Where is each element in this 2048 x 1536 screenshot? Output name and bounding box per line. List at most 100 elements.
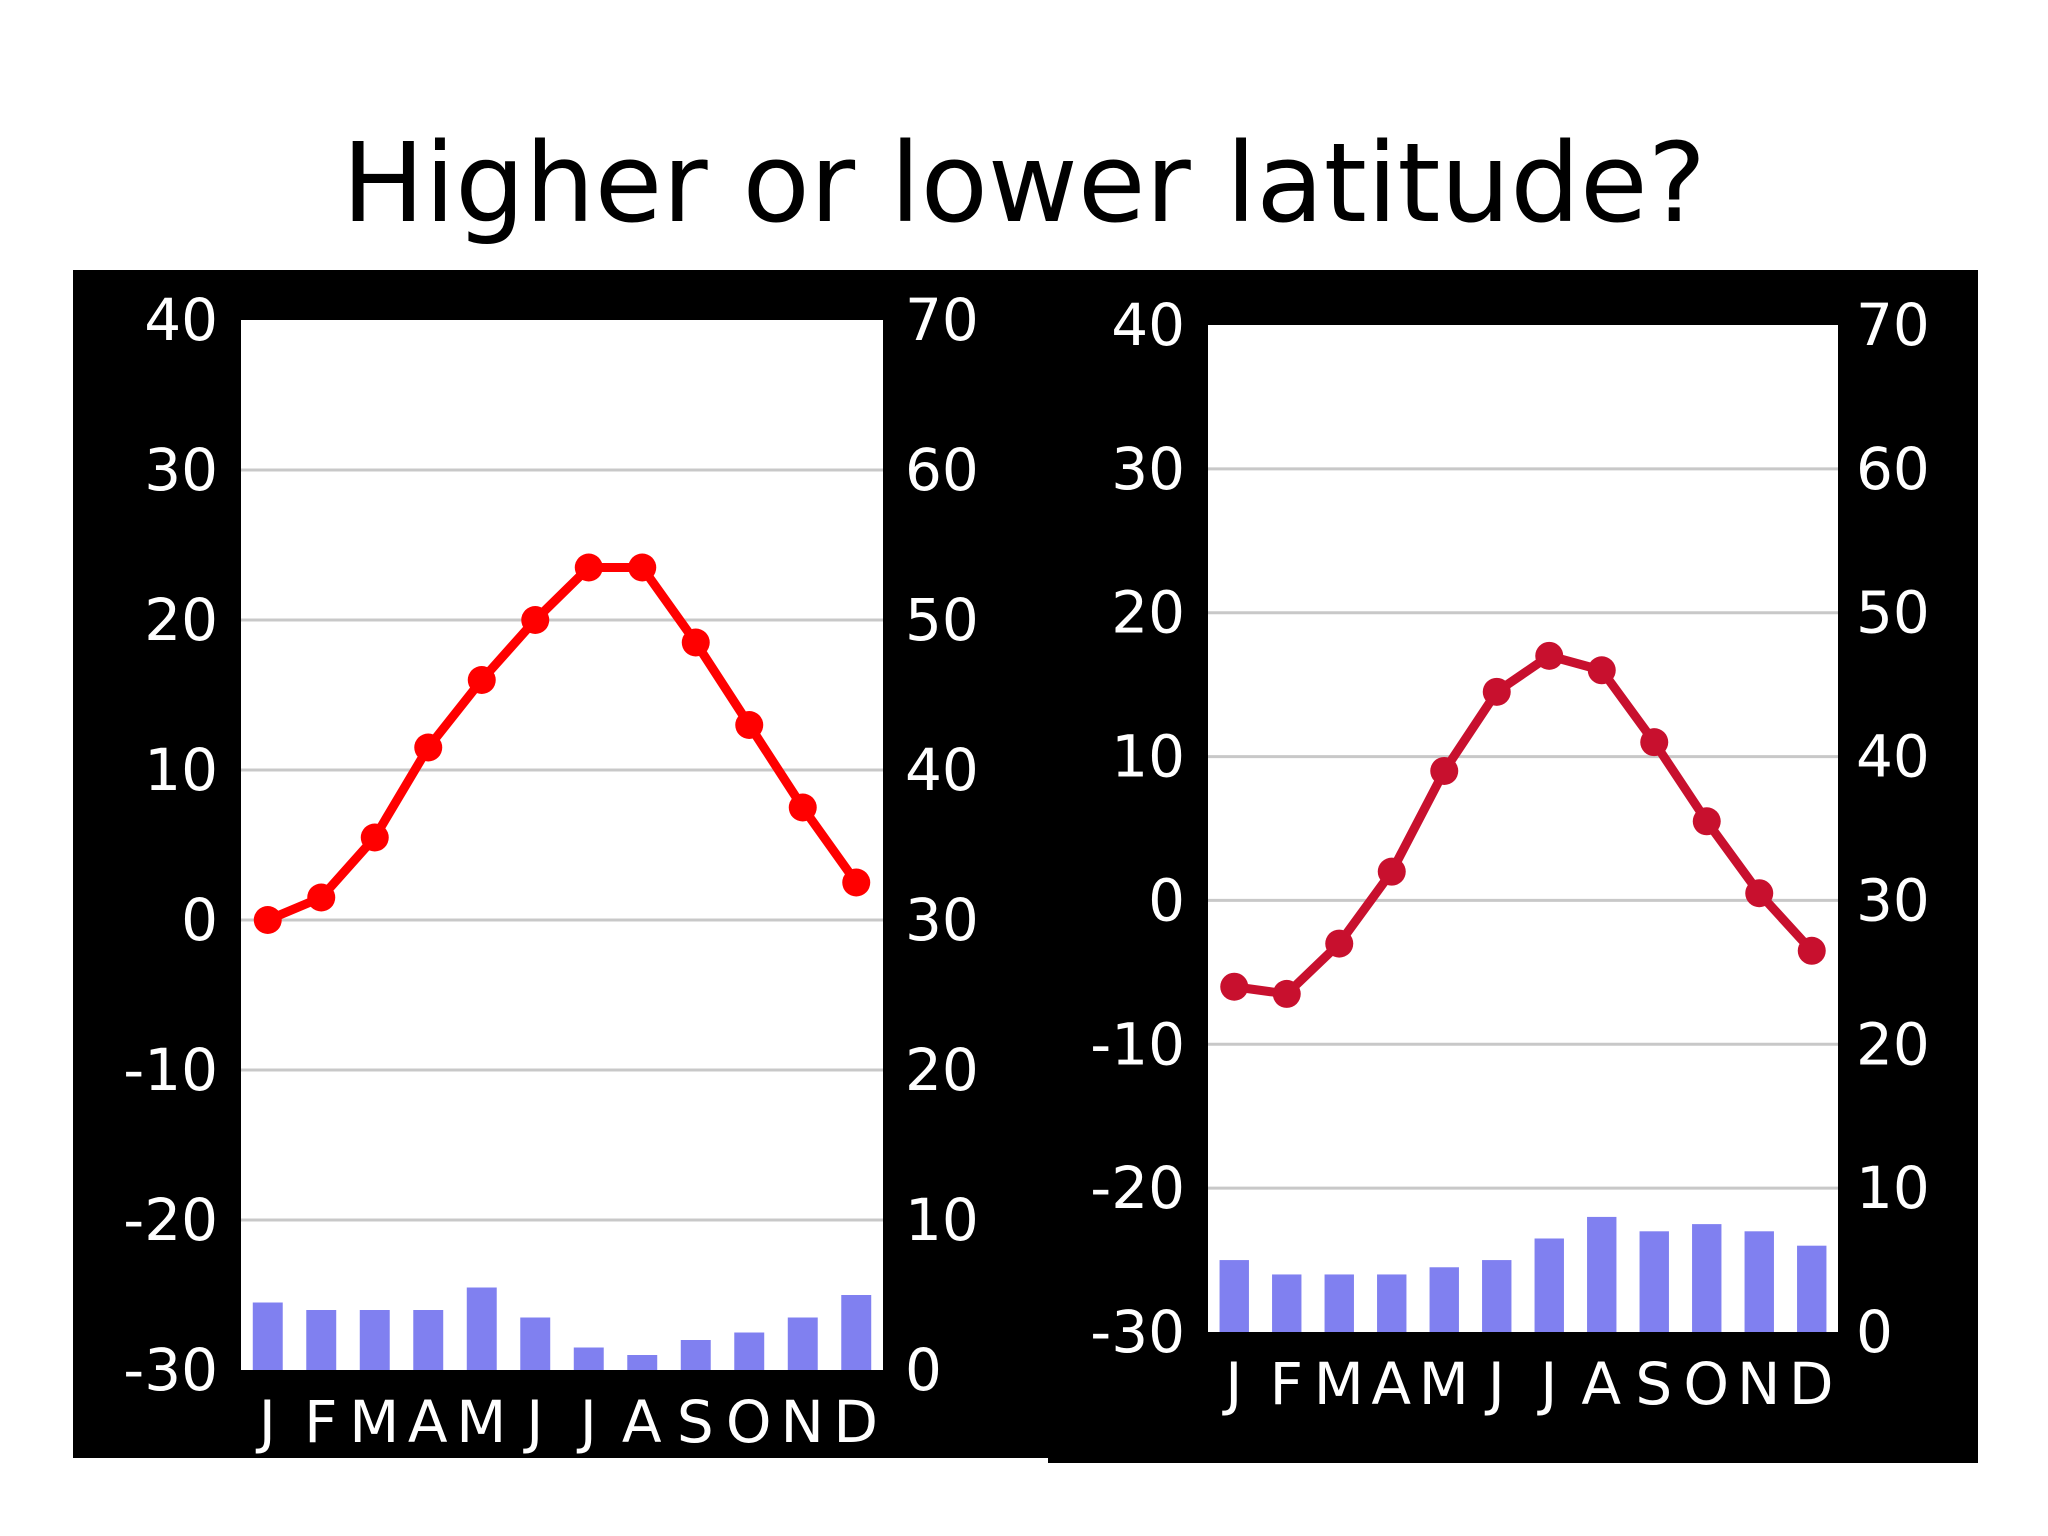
- left-right-tick-label: 30: [905, 886, 979, 954]
- left-temperature-point: [735, 711, 764, 739]
- left-temperature-point: [521, 606, 550, 634]
- left-month-label: J: [577, 1388, 598, 1456]
- right-right-tick-label: 30: [1856, 866, 1930, 934]
- left-month-label: F: [304, 1388, 338, 1456]
- right-month-label: N: [1737, 1350, 1781, 1418]
- left-temperature-point: [788, 793, 817, 822]
- right-left-tick-label: -30: [1090, 1298, 1185, 1366]
- left-temperature-point: [253, 906, 282, 934]
- right-precip-bar: [1429, 1267, 1459, 1332]
- left-precip-bar: [680, 1340, 711, 1370]
- right-month-label: F: [1270, 1350, 1304, 1418]
- left-temperature-point: [307, 883, 336, 912]
- right-left-tick-label: 40: [1111, 291, 1185, 359]
- right-precip-bar: [1587, 1216, 1617, 1332]
- right-month-label: A: [1581, 1350, 1622, 1418]
- right-precip-bar: [1797, 1245, 1827, 1332]
- right-precip-bar: [1744, 1231, 1774, 1332]
- left-left-tick-label: 40: [144, 286, 218, 354]
- left-precip-bar: [734, 1332, 765, 1370]
- right-precip-bar: [1692, 1224, 1722, 1332]
- left-precip-bar: [787, 1317, 818, 1370]
- right-precip-bar: [1272, 1274, 1302, 1332]
- right-right-tick-label: 40: [1856, 723, 1930, 791]
- right-left-tick-label: 20: [1111, 579, 1185, 647]
- right-temperature-point: [1587, 656, 1616, 685]
- left-precip-bar: [252, 1302, 283, 1370]
- right-left-tick-label: -10: [1090, 1010, 1185, 1078]
- right-left-tick-label: -20: [1090, 1154, 1185, 1222]
- climate-chart-right: 40 30 20 10 0 -10 -20 -30 70 60 50 40 30 20 10 0 J F M A M J J…: [1048, 270, 1978, 1463]
- right-temperature-point: [1220, 972, 1249, 1001]
- right-plot-area: [1208, 325, 1838, 1332]
- right-temperature-point: [1325, 929, 1354, 958]
- left-month-label: D: [833, 1388, 879, 1456]
- right-temperature-point: [1482, 677, 1511, 706]
- right-right-tick-label: 70: [1856, 291, 1930, 359]
- left-right-tick-label: 10: [905, 1186, 979, 1254]
- left-plot-area: [241, 320, 883, 1370]
- right-right-tick-label: 50: [1856, 579, 1930, 647]
- left-month-label: N: [781, 1388, 825, 1456]
- left-right-tick-label: 20: [905, 1036, 979, 1104]
- left-month-label: O: [726, 1388, 773, 1456]
- right-month-label: M: [1314, 1350, 1365, 1418]
- left-right-tick-label: 70: [905, 286, 979, 354]
- right-temperature-point: [1272, 979, 1301, 1008]
- right-month-label: D: [1789, 1350, 1835, 1418]
- right-temperature-point: [1745, 879, 1774, 908]
- left-left-tick-label: 30: [144, 436, 218, 504]
- left-month-label: J: [256, 1388, 277, 1456]
- right-month-label: J: [1222, 1350, 1243, 1418]
- right-precip-bar: [1482, 1260, 1512, 1332]
- left-temperature-point: [574, 553, 603, 582]
- right-temperature-point: [1377, 857, 1406, 886]
- left-precip-bar: [466, 1287, 497, 1370]
- right-right-tick-label: 0: [1856, 1298, 1893, 1366]
- left-month-label: M: [349, 1388, 400, 1456]
- left-precip-bar: [841, 1295, 872, 1370]
- right-precip-bar: [1219, 1260, 1249, 1332]
- right-left-tick-label: 0: [1148, 866, 1185, 934]
- right-temperature-point: [1692, 807, 1721, 836]
- right-precip-bar: [1377, 1274, 1407, 1332]
- right-left-tick-label: 30: [1111, 435, 1185, 503]
- right-month-label: J: [1537, 1350, 1558, 1418]
- right-left-tick-label: 10: [1111, 723, 1185, 791]
- left-precip-bar: [520, 1317, 551, 1370]
- left-temperature-point: [681, 628, 710, 657]
- left-left-tick-label: 10: [144, 736, 218, 804]
- left-left-tick-label: -30: [123, 1336, 218, 1404]
- left-precip-bar: [627, 1355, 658, 1370]
- left-precip-bar: [573, 1347, 604, 1370]
- left-right-tick-label: 0: [905, 1336, 942, 1404]
- left-precip-bar: [359, 1310, 390, 1370]
- right-month-label: J: [1485, 1350, 1506, 1418]
- left-temperature-point: [360, 823, 389, 852]
- right-precip-bar: [1534, 1238, 1564, 1332]
- left-precip-bar: [306, 1310, 337, 1370]
- right-right-tick-label: 10: [1856, 1154, 1930, 1222]
- left-right-tick-label: 40: [905, 736, 979, 804]
- left-month-label: M: [456, 1388, 507, 1456]
- left-temperature-point: [414, 733, 443, 762]
- right-month-label: A: [1371, 1350, 1412, 1418]
- left-month-label: A: [622, 1388, 663, 1456]
- left-temperature-point: [628, 553, 657, 582]
- right-right-tick-label: 20: [1856, 1010, 1930, 1078]
- right-temperature-point: [1797, 936, 1826, 965]
- left-month-label: J: [523, 1388, 544, 1456]
- left-left-tick-label: -10: [123, 1036, 218, 1104]
- climate-chart-left: 40 30 20 10 0 -10 -20 -30 70 60 50 40 30 20 10 0 J F M A M J J…: [73, 270, 1048, 1458]
- left-right-tick-label: 60: [905, 436, 979, 504]
- left-left-tick-label: -20: [123, 1186, 218, 1254]
- left-right-tick-label: 50: [905, 586, 979, 654]
- left-precip-bar: [413, 1310, 444, 1370]
- right-temperature-point: [1430, 756, 1459, 785]
- left-month-label: A: [408, 1388, 449, 1456]
- left-month-label: S: [677, 1388, 715, 1456]
- right-month-label: S: [1635, 1350, 1673, 1418]
- right-right-tick-label: 60: [1856, 435, 1930, 503]
- right-temperature-point: [1640, 728, 1669, 757]
